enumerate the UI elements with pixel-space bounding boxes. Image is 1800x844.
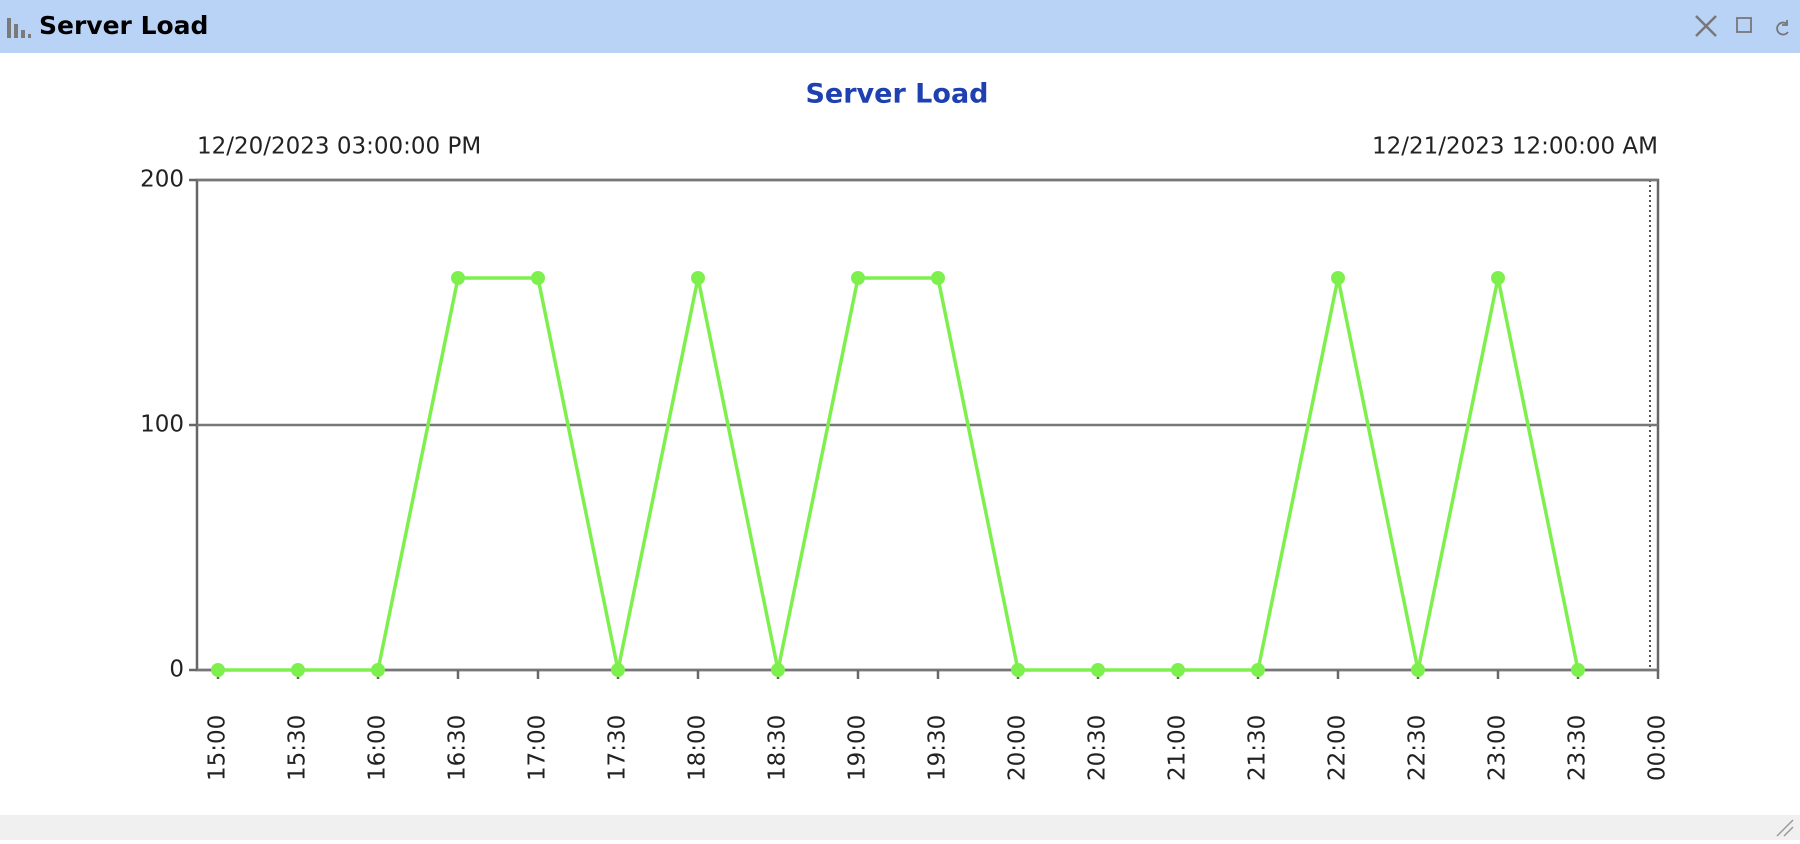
data-point bbox=[371, 663, 385, 677]
data-point bbox=[531, 271, 545, 285]
chart-title: Server Load bbox=[805, 79, 988, 110]
x-tick-label: 20:00 bbox=[1005, 715, 1031, 781]
x-tick-label: 00:00 bbox=[1645, 715, 1671, 781]
range-start: 12/20/2023 03:00:00 PM bbox=[197, 134, 481, 160]
title-bar bbox=[0, 0, 1800, 53]
x-tick-label: 16:30 bbox=[445, 715, 471, 781]
data-point bbox=[1091, 663, 1105, 677]
x-tick-label: 18:00 bbox=[685, 715, 711, 781]
x-tick-label: 23:00 bbox=[1485, 715, 1511, 781]
x-tick-label: 23:30 bbox=[1565, 715, 1591, 781]
x-tick-label: 19:00 bbox=[845, 715, 871, 781]
x-tick-label: 17:00 bbox=[525, 715, 551, 781]
status-bar bbox=[0, 815, 1800, 840]
x-tick-label: 19:30 bbox=[925, 715, 951, 781]
data-point bbox=[1331, 271, 1345, 285]
data-point bbox=[1251, 663, 1265, 677]
data-point bbox=[851, 271, 865, 285]
data-point bbox=[451, 271, 465, 285]
y-tick-label: 200 bbox=[140, 167, 184, 193]
x-tick-label: 21:00 bbox=[1165, 715, 1191, 781]
chart-icon bbox=[7, 18, 31, 38]
data-point bbox=[1171, 663, 1185, 677]
x-tick-label: 16:00 bbox=[365, 715, 391, 781]
data-point bbox=[611, 663, 625, 677]
x-tick-label: 20:30 bbox=[1085, 715, 1111, 781]
x-tick-label: 15:00 bbox=[205, 715, 231, 781]
data-point bbox=[771, 663, 785, 677]
data-point bbox=[931, 271, 945, 285]
data-point bbox=[211, 663, 225, 677]
maximize-button[interactable] bbox=[1736, 17, 1752, 33]
data-point bbox=[1411, 663, 1425, 677]
data-point bbox=[1571, 663, 1585, 677]
data-point bbox=[691, 271, 705, 285]
data-point bbox=[1491, 271, 1505, 285]
x-tick-label: 17:30 bbox=[605, 715, 631, 781]
x-tick-label: 21:30 bbox=[1245, 715, 1271, 781]
x-tick-label: 18:30 bbox=[765, 715, 791, 781]
y-tick-label: 0 bbox=[169, 657, 184, 683]
y-tick-label: 100 bbox=[140, 412, 184, 438]
data-point bbox=[291, 663, 305, 677]
close-button[interactable] bbox=[1695, 15, 1717, 37]
data-line bbox=[218, 276, 1580, 672]
x-tick-label: 22:00 bbox=[1325, 715, 1351, 781]
resize-grip bbox=[1776, 819, 1794, 837]
range-end: 12/21/2023 12:00:00 AM bbox=[1372, 134, 1658, 160]
refresh-button[interactable] bbox=[1776, 20, 1789, 36]
x-tick-label: 15:30 bbox=[285, 715, 311, 781]
x-tick-label: 22:30 bbox=[1405, 715, 1431, 781]
window-title: Server Load bbox=[39, 11, 208, 40]
data-point bbox=[1011, 663, 1025, 677]
